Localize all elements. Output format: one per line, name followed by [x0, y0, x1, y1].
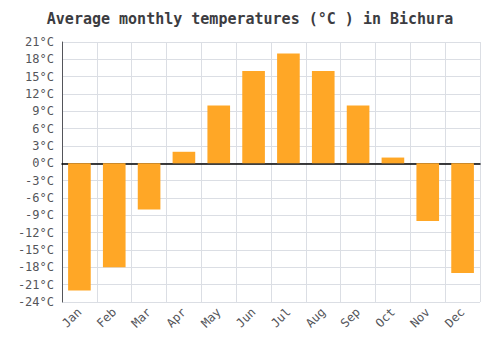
svg-text:-3°C: -3°C — [25, 174, 54, 188]
svg-text:-21°C: -21°C — [18, 278, 54, 292]
svg-text:Aug: Aug — [303, 305, 328, 330]
svg-text:Dec: Dec — [442, 305, 467, 330]
svg-text:6°C: 6°C — [32, 122, 54, 136]
svg-text:Jun: Jun — [233, 305, 258, 330]
svg-text:Average monthly temperatures (: Average monthly temperatures (°C ) in Bi… — [47, 10, 453, 28]
svg-text:0°C: 0°C — [32, 156, 54, 170]
svg-text:Apr: Apr — [164, 305, 189, 330]
svg-text:Feb: Feb — [94, 305, 119, 330]
svg-text:12°C: 12°C — [25, 87, 54, 101]
svg-text:-24°C: -24°C — [18, 295, 54, 309]
svg-text:Mar: Mar — [129, 305, 154, 330]
svg-text:9°C: 9°C — [32, 104, 54, 118]
svg-text:21°C: 21°C — [25, 35, 54, 49]
svg-text:May: May — [198, 305, 223, 330]
svg-text:-12°C: -12°C — [18, 226, 54, 240]
svg-text:-9°C: -9°C — [25, 208, 54, 222]
svg-text:15°C: 15°C — [25, 70, 54, 84]
svg-text:3°C: 3°C — [32, 139, 54, 153]
svg-text:Sep: Sep — [338, 305, 363, 330]
svg-text:-6°C: -6°C — [25, 191, 54, 205]
svg-text:Nov: Nov — [407, 305, 432, 330]
svg-text:Jan: Jan — [59, 305, 84, 330]
svg-text:-15°C: -15°C — [18, 243, 54, 257]
svg-text:18°C: 18°C — [25, 52, 54, 66]
svg-text:Jul: Jul — [268, 305, 293, 330]
svg-text:-18°C: -18°C — [18, 260, 54, 274]
svg-text:Oct: Oct — [373, 305, 398, 330]
